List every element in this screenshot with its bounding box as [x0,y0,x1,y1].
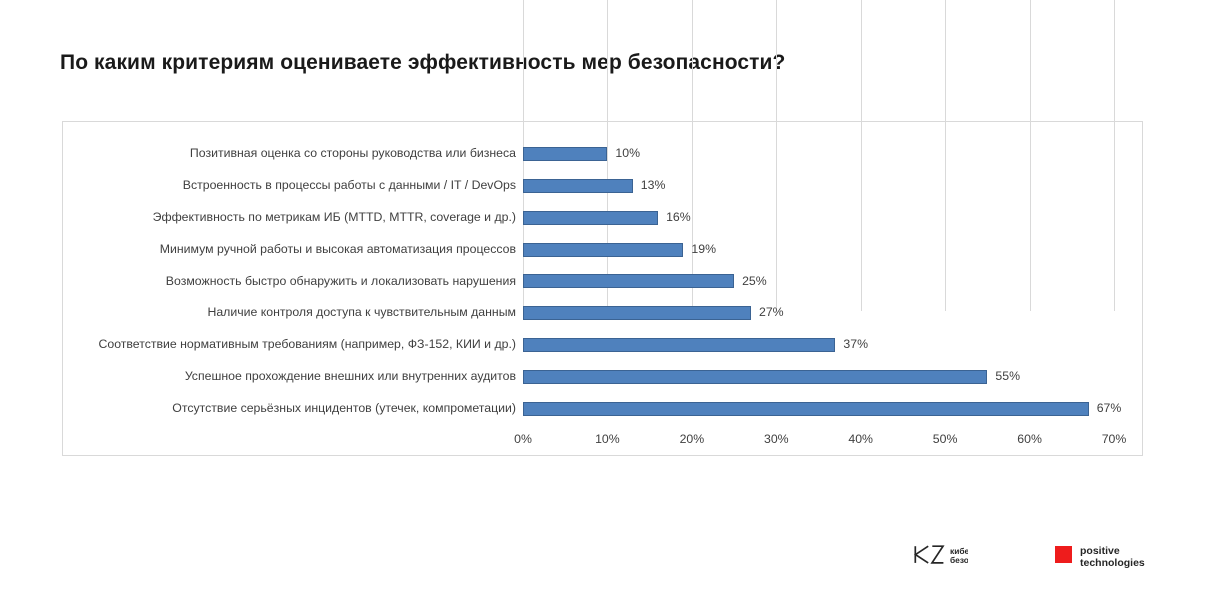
svg-text:безопасность: безопасность [950,555,968,565]
